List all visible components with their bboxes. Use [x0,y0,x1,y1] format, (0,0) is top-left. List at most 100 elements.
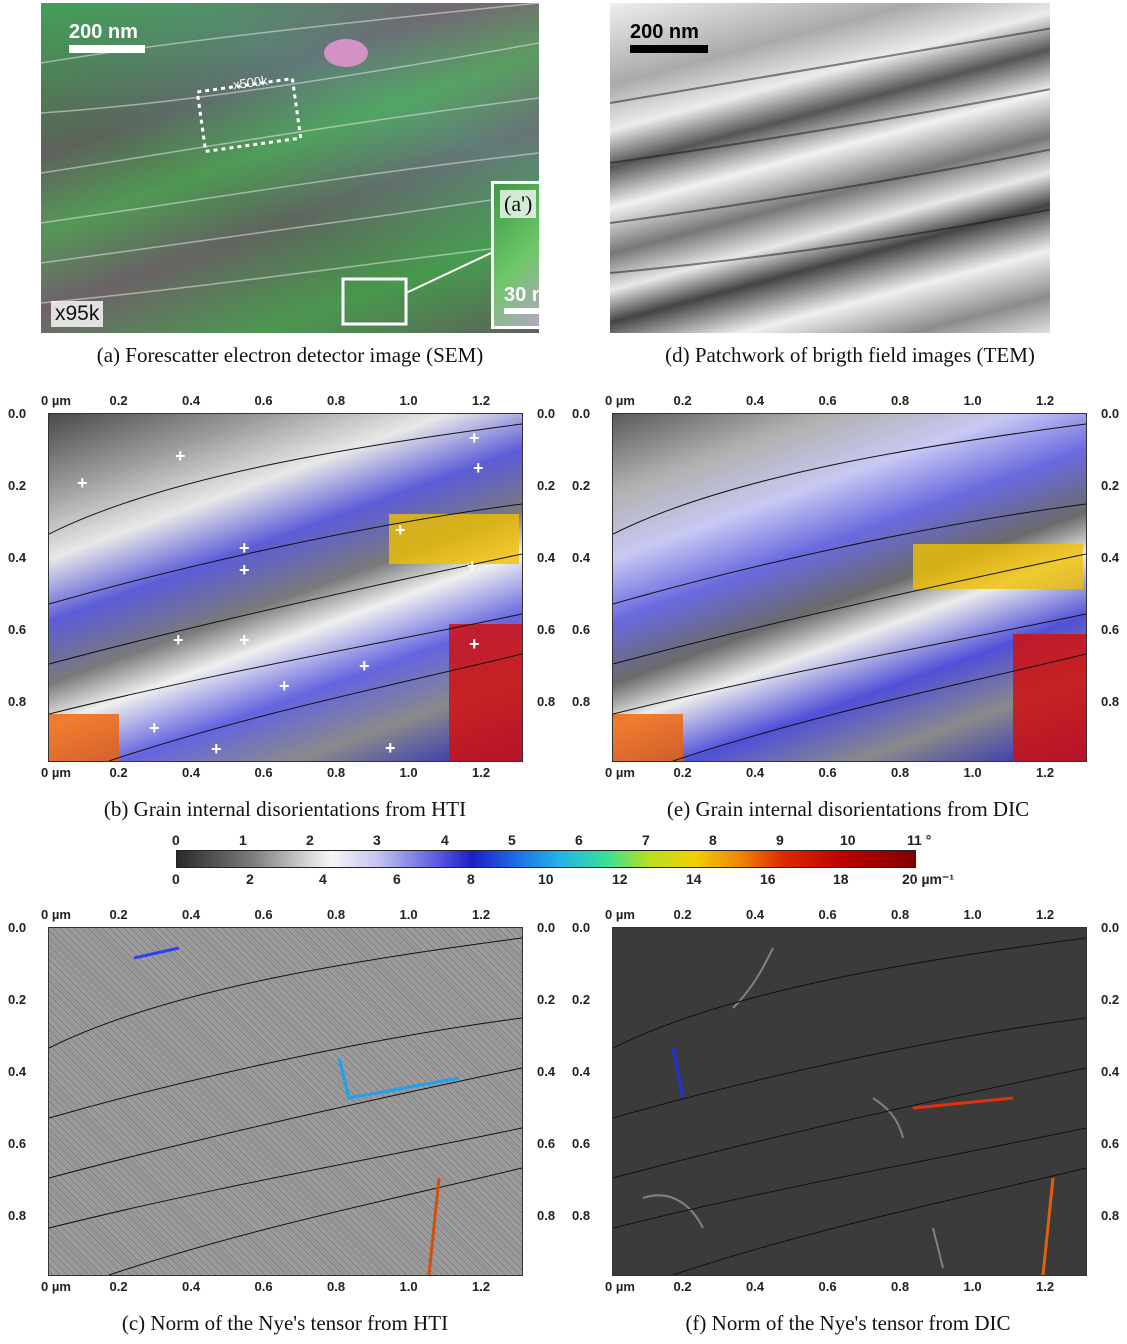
svg-text:+: + [279,676,290,696]
x-tick-bottom-e-6: 1.2 [1036,765,1055,780]
svg-text:+: + [395,520,406,540]
x-tick-bottom-b-6: 1.2 [472,765,491,780]
svg-text:+: + [473,458,484,478]
map-b-overlay: +++ ++ + +++ + ++ +++ + [49,423,522,761]
y-tick-left-c-1: 0.2 [8,992,27,1007]
sem-grain-texture [41,3,539,326]
y-tick-left-f-0: 0.0 [572,920,591,935]
tem-scalebar-label: 200 nm [630,21,699,43]
x-tick-bottom-c-0: 0 µm [41,1279,71,1294]
x-tick-top-e-3: 0.6 [818,393,837,408]
x-tick-top-e-1: 0.2 [673,393,692,408]
x-tick-top-f-0: 0 µm [605,907,635,922]
svg-text:+: + [469,428,480,448]
y-tick-right-c-0: 0.0 [537,920,556,935]
svg-text:+: + [467,556,478,576]
x-tick-bottom-b-3: 0.6 [254,765,273,780]
y-tick-right-f-1: 0.2 [1101,992,1120,1007]
svg-text:+: + [239,560,250,580]
sem-scalebar [69,45,145,53]
caption-e: (e) Grain internal disorientations from … [666,797,1030,821]
x-tick-bottom-c-2: 0.4 [182,1279,201,1294]
svg-text:+: + [175,446,186,466]
x-tick-bottom-b-1: 0.2 [109,765,128,780]
x-tick-bottom-b-4: 0.8 [327,765,346,780]
map-b-hti-disorientation: + + + + + + + + + + + + + + + + [48,413,523,762]
sem-inset: (a') 30 nm [491,181,539,329]
tem-scalebar [630,45,708,53]
y-tick-left-b-3: 0.6 [8,622,27,637]
map-c-hti-nye [48,927,523,1276]
y-tick-right-e-0: 0.0 [1101,406,1120,421]
map-e-dic-disorientation [612,413,1087,762]
y-tick-right-f-0: 0.0 [1101,920,1120,935]
y-tick-right-e-2: 0.4 [1101,550,1120,565]
colorbar-top-ticks: 0 1 2 3 4 5 6 7 8 9 10 11 ° [172,832,932,848]
x-tick-bottom-e-2: 0.4 [746,765,765,780]
y-tick-left-e-1: 0.2 [572,478,591,493]
x-tick-bottom-e-1: 0.2 [673,765,692,780]
x-tick-bottom-f-1: 0.2 [673,1279,692,1294]
x-tick-bottom-e-3: 0.6 [818,765,837,780]
y-tick-left-f-1: 0.2 [572,992,591,1007]
caption-a: (a) Forescatter electron detector image … [96,343,484,367]
caption-b: (b) Grain internal disorientations from … [103,797,467,821]
x-tick-top-e-0: 0 µm [605,393,635,408]
inset-scalebar [504,308,539,314]
svg-text:+: + [359,656,370,676]
y-tick-left-c-4: 0.8 [8,1208,27,1223]
y-tick-left-c-0: 0.0 [8,920,27,935]
x-tick-top-b-2: 0.4 [182,393,201,408]
x-tick-top-f-4: 0.8 [891,907,910,922]
map-f-dic-nye [612,927,1087,1276]
svg-text:+: + [239,630,250,650]
y-tick-left-e-2: 0.4 [572,550,591,565]
y-tick-right-f-4: 0.8 [1101,1208,1120,1223]
x-tick-bottom-f-3: 0.6 [818,1279,837,1294]
y-tick-right-f-2: 0.4 [1101,1064,1120,1079]
y-tick-right-b-3: 0.6 [537,622,556,637]
x-tick-bottom-b-0: 0 µm [41,765,71,780]
y-tick-right-e-3: 0.6 [1101,622,1120,637]
x-tick-top-e-4: 0.8 [891,393,910,408]
x-tick-top-c-0: 0 µm [41,907,71,922]
y-tick-left-e-4: 0.8 [572,694,591,709]
x-tick-top-b-0: 0 µm [41,393,71,408]
x-tick-bottom-f-5: 1.0 [963,1279,982,1294]
y-tick-left-f-3: 0.6 [572,1136,591,1151]
x-tick-top-f-5: 1.0 [963,907,982,922]
svg-text:+: + [149,718,160,738]
y-tick-left-f-4: 0.8 [572,1208,591,1223]
y-tick-left-c-3: 0.6 [8,1136,27,1151]
y-tick-right-b-4: 0.8 [537,694,556,709]
x-tick-bottom-b-2: 0.4 [182,765,201,780]
x-tick-bottom-c-3: 0.6 [254,1279,273,1294]
tem-image: 200 nm [610,3,1082,333]
x-tick-bottom-e-4: 0.8 [891,765,910,780]
y-tick-right-b-2: 0.4 [537,550,556,565]
sem-image: 200 nm x500k x95k (a') 30 nm [41,3,539,333]
x-tick-top-c-1: 0.2 [109,907,128,922]
x-tick-bottom-c-6: 1.2 [472,1279,491,1294]
x-tick-top-e-2: 0.4 [746,393,765,408]
x-tick-top-b-6: 1.2 [472,393,491,408]
svg-text:+: + [469,634,480,654]
map-c-overlay [49,937,522,1275]
y-tick-right-c-3: 0.6 [537,1136,556,1151]
x-tick-bottom-f-4: 0.8 [891,1279,910,1294]
x-tick-top-b-5: 1.0 [399,393,418,408]
svg-text:+: + [173,630,184,650]
x-tick-bottom-c-1: 0.2 [109,1279,128,1294]
y-tick-left-e-0: 0.0 [572,406,591,421]
x-tick-bottom-e-5: 1.0 [963,765,982,780]
inset-scalebar-label: 30 nm [504,284,539,306]
map-e-overlay [613,423,1086,761]
x-tick-top-b-1: 0.2 [109,393,128,408]
x-tick-top-b-3: 0.6 [254,393,273,408]
x-tick-top-f-2: 0.4 [746,907,765,922]
svg-text:+: + [77,473,88,493]
y-tick-right-e-4: 0.8 [1101,694,1120,709]
x-tick-top-c-6: 1.2 [472,907,491,922]
map-f-overlay [613,937,1086,1275]
y-tick-left-b-4: 0.8 [8,694,27,709]
